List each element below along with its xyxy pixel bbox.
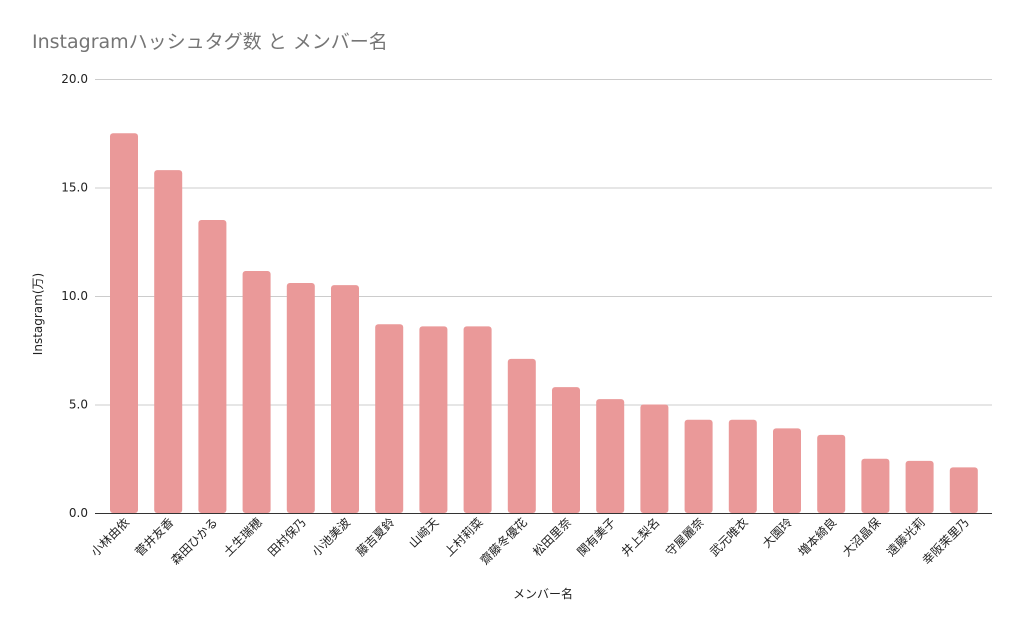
bar bbox=[154, 170, 183, 513]
bar bbox=[198, 220, 227, 514]
x-tick-label: 森田ひかる bbox=[167, 515, 220, 568]
bar bbox=[773, 428, 801, 513]
bar bbox=[949, 467, 978, 513]
x-tick-label: 井上梨名 bbox=[618, 515, 663, 560]
x-tick-label: 藤吉夏鈴 bbox=[353, 515, 398, 560]
x-tick-label: 守屋麗奈 bbox=[663, 515, 707, 559]
bar bbox=[861, 458, 890, 513]
x-tick-label: 上村莉菜 bbox=[442, 515, 486, 559]
x-tick-label: 増本綺良 bbox=[795, 515, 840, 560]
x-tick-label: 山﨑天 bbox=[405, 515, 441, 551]
grid-lines bbox=[95, 79, 992, 406]
x-tick-label: 武元唯衣 bbox=[706, 515, 751, 560]
bar bbox=[286, 282, 315, 513]
bar bbox=[728, 419, 757, 513]
y-tick-label: 15.0 bbox=[61, 181, 88, 195]
bar bbox=[817, 434, 846, 513]
bar bbox=[419, 326, 448, 513]
bar bbox=[684, 419, 713, 513]
bar bbox=[905, 460, 934, 513]
x-tick-label: 齋藤冬優花 bbox=[477, 515, 530, 568]
bar bbox=[331, 285, 359, 513]
y-tick-label: 0.0 bbox=[69, 506, 88, 520]
y-axis-ticks: 0.0 5.0 10.0 15.0 20.0 bbox=[61, 72, 88, 520]
bar bbox=[552, 387, 580, 513]
bar bbox=[596, 399, 625, 513]
chart-title: Instagramハッシュタグ数 と メンバー名 bbox=[32, 31, 388, 53]
x-tick-label: 小池美波 bbox=[309, 515, 353, 559]
x-tick-label: 大園玲 bbox=[760, 515, 795, 550]
bar bbox=[463, 326, 492, 513]
x-tick-label: 松田里奈 bbox=[530, 515, 574, 559]
x-tick-label: 幸阪茉里乃 bbox=[920, 515, 972, 567]
x-tick-label: 小林由依 bbox=[88, 515, 133, 560]
x-tick-label: 菅井友香 bbox=[132, 515, 176, 559]
bar bbox=[110, 133, 138, 513]
x-tick-label: 土生瑞穂 bbox=[221, 515, 265, 559]
bar bbox=[242, 271, 271, 513]
x-tick-label: 田村保乃 bbox=[265, 515, 309, 559]
bars bbox=[110, 133, 978, 514]
x-tick-label: 遠藤光莉 bbox=[884, 515, 928, 559]
bar bbox=[640, 404, 669, 513]
y-tick-label: 10.0 bbox=[61, 289, 88, 303]
y-tick-label: 5.0 bbox=[69, 398, 88, 412]
bar bbox=[375, 324, 404, 513]
x-axis-title: メンバー名 bbox=[513, 586, 573, 601]
y-axis-title: Instagram(万) bbox=[31, 273, 45, 355]
y-tick-label: 20.0 bbox=[61, 72, 88, 86]
x-tick-label: 大沼晶保 bbox=[840, 515, 884, 559]
bar bbox=[507, 358, 536, 513]
x-tick-label: 関有美子 bbox=[574, 515, 618, 559]
